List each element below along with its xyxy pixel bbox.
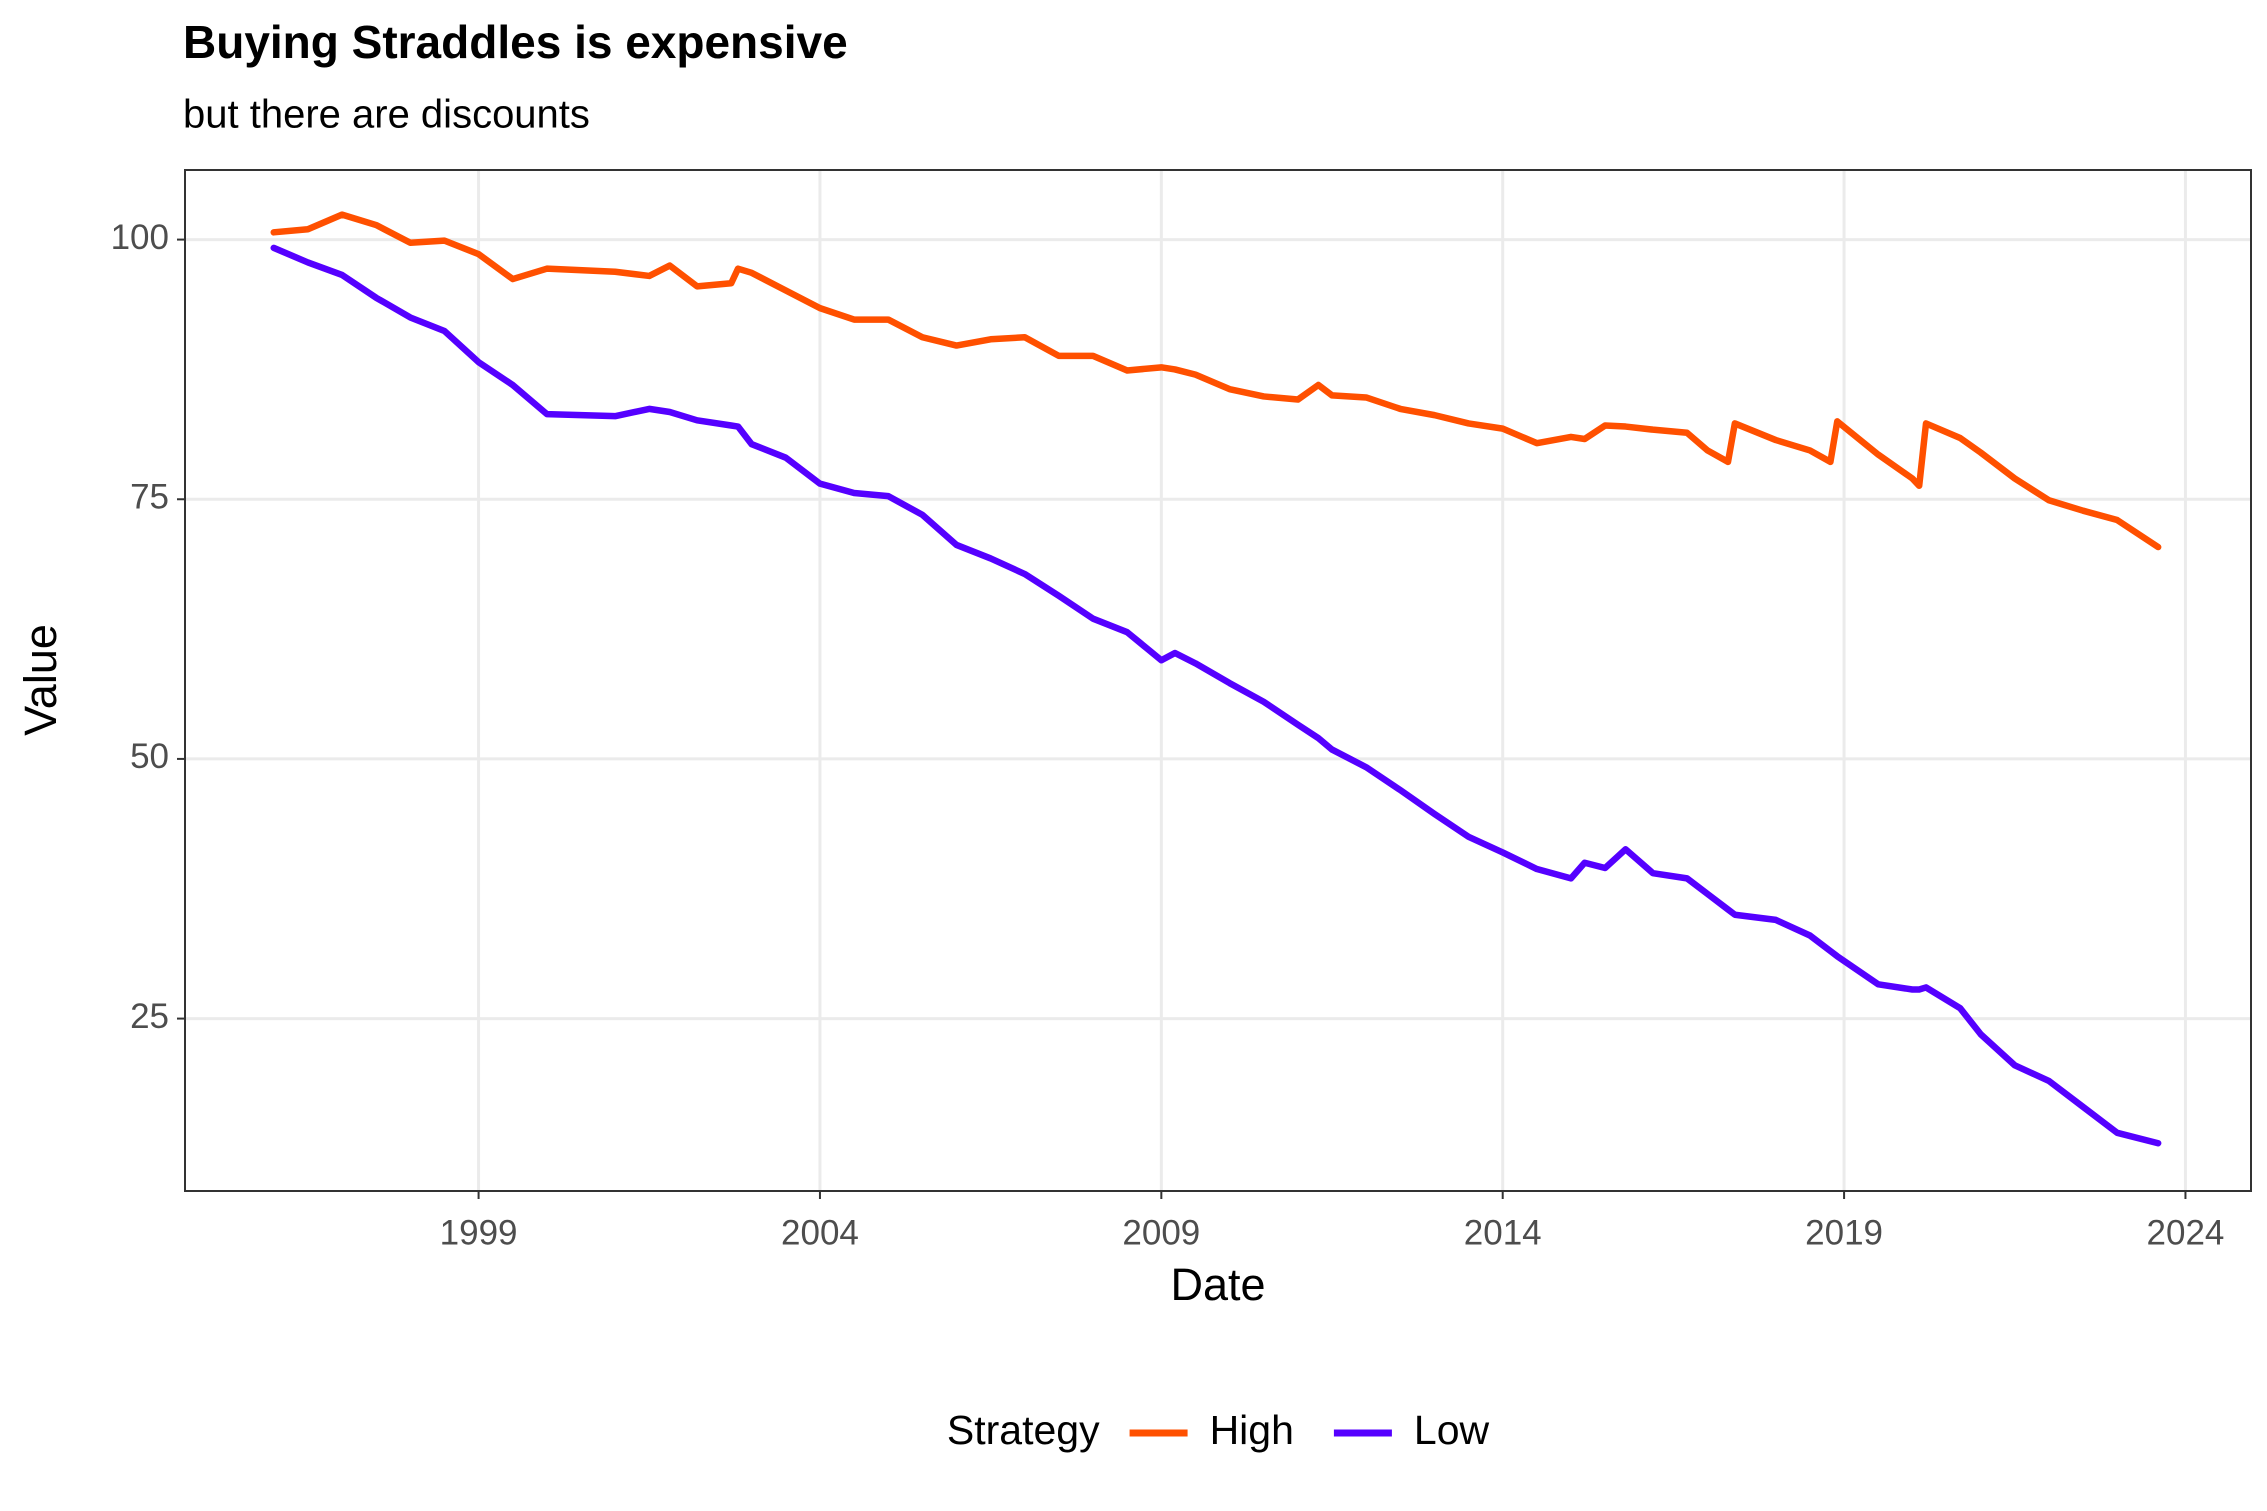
x-tick-label: 2019 (1805, 1213, 1883, 1252)
x-tick-label: 2009 (1122, 1213, 1200, 1252)
legend-label: High (1210, 1407, 1294, 1453)
y-axis-title: Value (15, 624, 66, 736)
legend: Strategy High Low (947, 1407, 1490, 1453)
x-tick-label: 2024 (2147, 1213, 2225, 1252)
x-tick-label: 1999 (440, 1213, 518, 1252)
y-tick-label: 75 (130, 478, 169, 517)
plot-border (184, 169, 2252, 1192)
line-series (270, 244, 2162, 1147)
chart-subtitle: but there are discounts (183, 93, 590, 137)
y-tick-label: 50 (130, 737, 169, 776)
legend-title: Strategy (947, 1407, 1100, 1453)
x-tick-label: 2004 (781, 1213, 859, 1252)
y-tick-label: 100 (111, 218, 169, 257)
plot-area (185, 170, 2251, 1191)
x-tick-label: 2014 (1464, 1213, 1542, 1252)
legend-label: Low (1414, 1407, 1490, 1453)
line-series (270, 211, 2162, 551)
x-axis-title: Date (1170, 1259, 1265, 1310)
chart-title: Buying Straddles is expensive (183, 16, 848, 68)
y-tick-label: 25 (130, 997, 169, 1036)
